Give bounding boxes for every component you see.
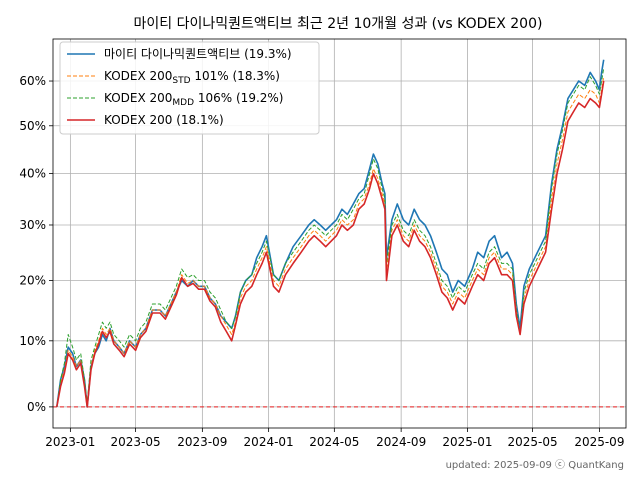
y-axis: 0% 10% 20% 30% 40% 50% 60% bbox=[19, 74, 53, 414]
legend: 마이티 다이나믹퀀트액티브 (19.3%) KODEX 200STD 101% (… bbox=[59, 41, 320, 135]
footer-credit: updated: 2025-09-09 ⓒ QuantKang bbox=[446, 459, 624, 471]
y-tick-label: 10% bbox=[19, 334, 46, 348]
y-tick-label: 40% bbox=[19, 167, 46, 181]
legend-label: KODEX 200MDD 106% (19.2%) bbox=[104, 91, 283, 108]
legend-label: KODEX 200 (18.1%) bbox=[104, 113, 224, 127]
x-tick-label: 2025-05 bbox=[508, 435, 558, 449]
x-tick-label: 2024-09 bbox=[376, 435, 426, 449]
legend-label: KODEX 200STD 101% (18.3%) bbox=[104, 69, 280, 86]
x-tick-label: 2025-01 bbox=[442, 435, 492, 449]
chart-title: 마이티 다이나믹퀀트액티브 최근 2년 10개월 성과 (vs KODEX 20… bbox=[134, 16, 543, 32]
legend-box bbox=[59, 41, 320, 135]
plot-frame bbox=[52, 38, 627, 429]
y-tick-label: 0% bbox=[27, 400, 46, 414]
series-layer bbox=[56, 59, 605, 408]
series-line-3 bbox=[56, 68, 605, 407]
series-line-2 bbox=[56, 76, 605, 408]
x-tick-label: 2023-01 bbox=[45, 435, 95, 449]
y-tick-label: 60% bbox=[19, 74, 46, 88]
x-axis: 2023-01 2023-05 2023-09 2024-01 2024-05 2024-… bbox=[45, 428, 624, 449]
y-tick-label: 20% bbox=[19, 273, 46, 287]
legend-label: 마이티 다이나믹퀀트액티브 (19.3%) bbox=[104, 47, 292, 61]
y-tick-label: 50% bbox=[19, 119, 46, 133]
x-tick-label: 2023-05 bbox=[110, 435, 160, 449]
x-tick-label: 2023-09 bbox=[177, 435, 227, 449]
x-tick-label: 2024-05 bbox=[309, 435, 359, 449]
x-tick-label: 2024-01 bbox=[244, 435, 294, 449]
x-tick-label: 2025-09 bbox=[574, 435, 624, 449]
series-line-4 bbox=[56, 80, 605, 408]
y-tick-label: 30% bbox=[19, 218, 46, 232]
